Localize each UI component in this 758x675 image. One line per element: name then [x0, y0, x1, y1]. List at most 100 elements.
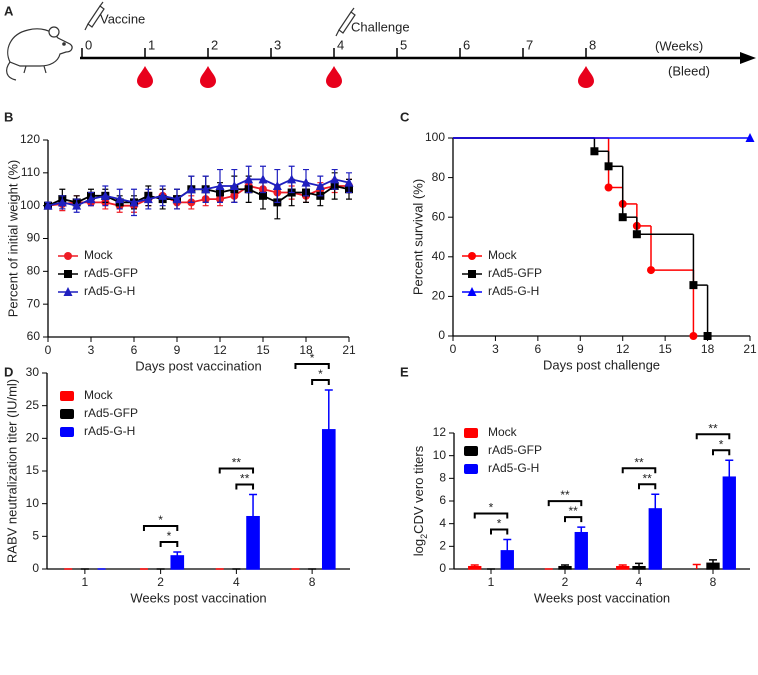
bar [321, 429, 336, 570]
legend-swatch [464, 464, 478, 474]
significance-bracket [490, 528, 509, 535]
week-label: 5 [400, 37, 407, 52]
marker [689, 281, 698, 290]
significance-label: * [167, 529, 172, 543]
significance-bracket [564, 516, 583, 523]
y-tick-label: 6 [439, 493, 446, 507]
y-axis-label: Percent survival (%) [410, 179, 425, 295]
significance-label: * [310, 351, 315, 365]
marker [86, 194, 96, 204]
marker [745, 133, 755, 142]
challenge-syringe [335, 7, 356, 37]
y-tick-label: 40 [432, 249, 446, 263]
marker [330, 174, 340, 184]
significance-label: ** [568, 504, 578, 518]
significance-label: ** [634, 455, 644, 469]
y-tick-label: 12 [433, 425, 447, 439]
significance-bracket [547, 500, 583, 507]
significance-bracket [159, 541, 179, 548]
x-axis-label: Days post challenge [543, 357, 660, 372]
legend-label: rAd5-GFP [84, 406, 138, 420]
y-axis-label-part: CDV vero titers [411, 445, 426, 534]
marker [689, 332, 698, 340]
significance-label: ** [708, 421, 718, 435]
x-tick-label: 12 [616, 342, 630, 356]
y-tick-label: 120 [20, 132, 40, 146]
bar [706, 562, 720, 570]
marker [229, 180, 239, 190]
error-bar [249, 493, 258, 517]
bar [170, 555, 185, 570]
x-tick-label: 0 [450, 342, 457, 356]
x-tick-label: 1 [488, 575, 495, 589]
marker [632, 230, 641, 239]
panel-letter: E [400, 364, 409, 379]
marker [215, 180, 225, 190]
error-bar [503, 538, 512, 551]
marker [272, 180, 282, 190]
significance-label: * [489, 501, 494, 515]
panel-letter: D [4, 364, 13, 379]
error-bar [635, 562, 643, 567]
y-tick-label: 80 [432, 170, 446, 184]
marker [287, 174, 297, 184]
marker [201, 184, 211, 194]
series-line [47, 178, 350, 207]
y-tick-label: 20 [432, 289, 446, 303]
marker [647, 266, 655, 275]
legend-swatch [464, 446, 478, 456]
legend-swatch [464, 428, 478, 438]
legend-label: rAd5-G-H [488, 461, 539, 475]
bar [722, 476, 736, 570]
significance-bracket [218, 467, 255, 474]
legend-marker [64, 252, 72, 260]
blood-drop [578, 66, 594, 88]
y-tick-label: 10 [433, 448, 447, 462]
blood-drop [326, 66, 342, 88]
x-tick-label: 8 [309, 575, 316, 589]
marker [100, 190, 110, 200]
error-bar [651, 493, 660, 509]
error-bar [470, 564, 479, 567]
bar [616, 565, 630, 570]
legend-label: rAd5-G-H [84, 284, 135, 298]
x-tick-label: 8 [710, 575, 717, 589]
error-bar [725, 459, 734, 478]
week-label: 0 [85, 37, 92, 52]
bar [648, 508, 662, 570]
bar [246, 515, 260, 570]
panel-letter: A [4, 3, 14, 18]
y-tick-label: 30 [26, 365, 40, 379]
marker [590, 147, 599, 156]
significance-bracket [473, 512, 509, 519]
x-tick-label: 6 [131, 343, 138, 357]
significance-bracket [695, 433, 731, 440]
marker [72, 200, 82, 210]
x-tick-label: 3 [88, 343, 95, 357]
y-axis-label: Percent of initial weight (%) [5, 160, 20, 318]
week-label: 6 [463, 37, 470, 52]
significance-label: ** [240, 472, 250, 486]
week-label: 4 [337, 37, 344, 52]
significance-bracket [235, 483, 255, 490]
significance-label: * [497, 517, 502, 531]
marker [129, 197, 139, 207]
y-tick-label: 2 [439, 539, 446, 553]
bar [558, 565, 572, 570]
x-axis-label: Weeks post vaccination [130, 590, 266, 605]
blood-drop [200, 66, 216, 88]
vaccine-label: Vaccine [100, 11, 145, 26]
marker [186, 184, 196, 194]
x-tick-label: 1 [82, 575, 89, 589]
legend-label: rAd5-G-H [84, 424, 135, 438]
legend-label: Mock [84, 388, 114, 402]
y-axis-label: log2CDV vero titers [411, 445, 429, 556]
y-tick-label: 25 [26, 398, 40, 412]
marker [244, 174, 254, 184]
bar [468, 565, 482, 570]
significance-label: * [719, 437, 724, 451]
error-bar [577, 526, 586, 533]
series-line [47, 185, 349, 207]
y-tick-label: 60 [432, 209, 446, 223]
legend-marker [468, 270, 476, 278]
